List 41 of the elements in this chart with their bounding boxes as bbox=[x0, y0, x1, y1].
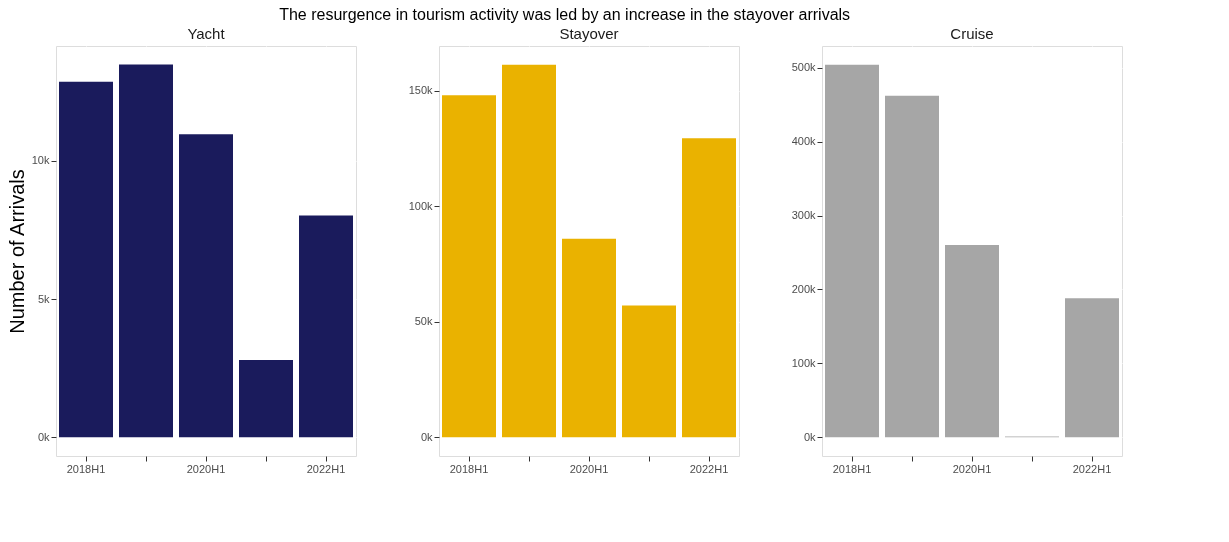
y-tick-label: 50k bbox=[414, 315, 433, 328]
y-tick-label: 400k bbox=[791, 135, 816, 148]
bar bbox=[1065, 298, 1119, 438]
chart-title: Cruise bbox=[950, 25, 994, 42]
bar bbox=[885, 95, 939, 438]
x-tick-label: 2020H1 bbox=[186, 462, 226, 475]
y-tick-label: 5k bbox=[37, 292, 50, 305]
y-tick-label: 100k bbox=[408, 199, 433, 212]
x-tick-label: 2022H1 bbox=[306, 462, 346, 475]
bar bbox=[825, 64, 879, 438]
bar bbox=[239, 359, 293, 438]
y-tick-label: 150k bbox=[408, 84, 433, 97]
x-tick-label: 2018H1 bbox=[832, 462, 872, 475]
bar bbox=[562, 238, 616, 438]
y-tick-label: 500k bbox=[791, 61, 816, 74]
bar bbox=[59, 81, 113, 438]
bar bbox=[442, 95, 496, 438]
chart-title: Yacht bbox=[187, 25, 226, 42]
bar bbox=[622, 305, 676, 438]
y-tick-label: 0k bbox=[420, 430, 433, 443]
bar bbox=[502, 64, 556, 438]
y-tick-label: 10k bbox=[31, 154, 50, 167]
x-tick-label: 2018H1 bbox=[66, 462, 106, 475]
y-axis-title: Number of Arrivals bbox=[5, 169, 28, 334]
x-tick-label: 2022H1 bbox=[1072, 462, 1112, 475]
y-tick-label: 0k bbox=[37, 430, 50, 443]
y-tick-label: 100k bbox=[791, 356, 816, 369]
x-tick-label: 2020H1 bbox=[569, 462, 609, 475]
bar bbox=[682, 138, 736, 438]
y-tick-label: 300k bbox=[791, 209, 816, 221]
x-tick-label: 2018H1 bbox=[449, 462, 489, 475]
y-tick-label: 200k bbox=[791, 282, 816, 295]
bar bbox=[179, 134, 233, 438]
bar bbox=[299, 215, 353, 438]
chart-title: Stayover bbox=[559, 25, 619, 42]
bar bbox=[119, 64, 173, 438]
bar bbox=[945, 245, 999, 438]
text: The resurgence in tourism activity was led by an increase in the stayover arrivals bbox=[279, 5, 851, 23]
y-tick-label: 0k bbox=[803, 430, 816, 443]
x-tick-label: 2022H1 bbox=[689, 462, 729, 475]
x-tick-label: 2020H1 bbox=[952, 462, 992, 475]
